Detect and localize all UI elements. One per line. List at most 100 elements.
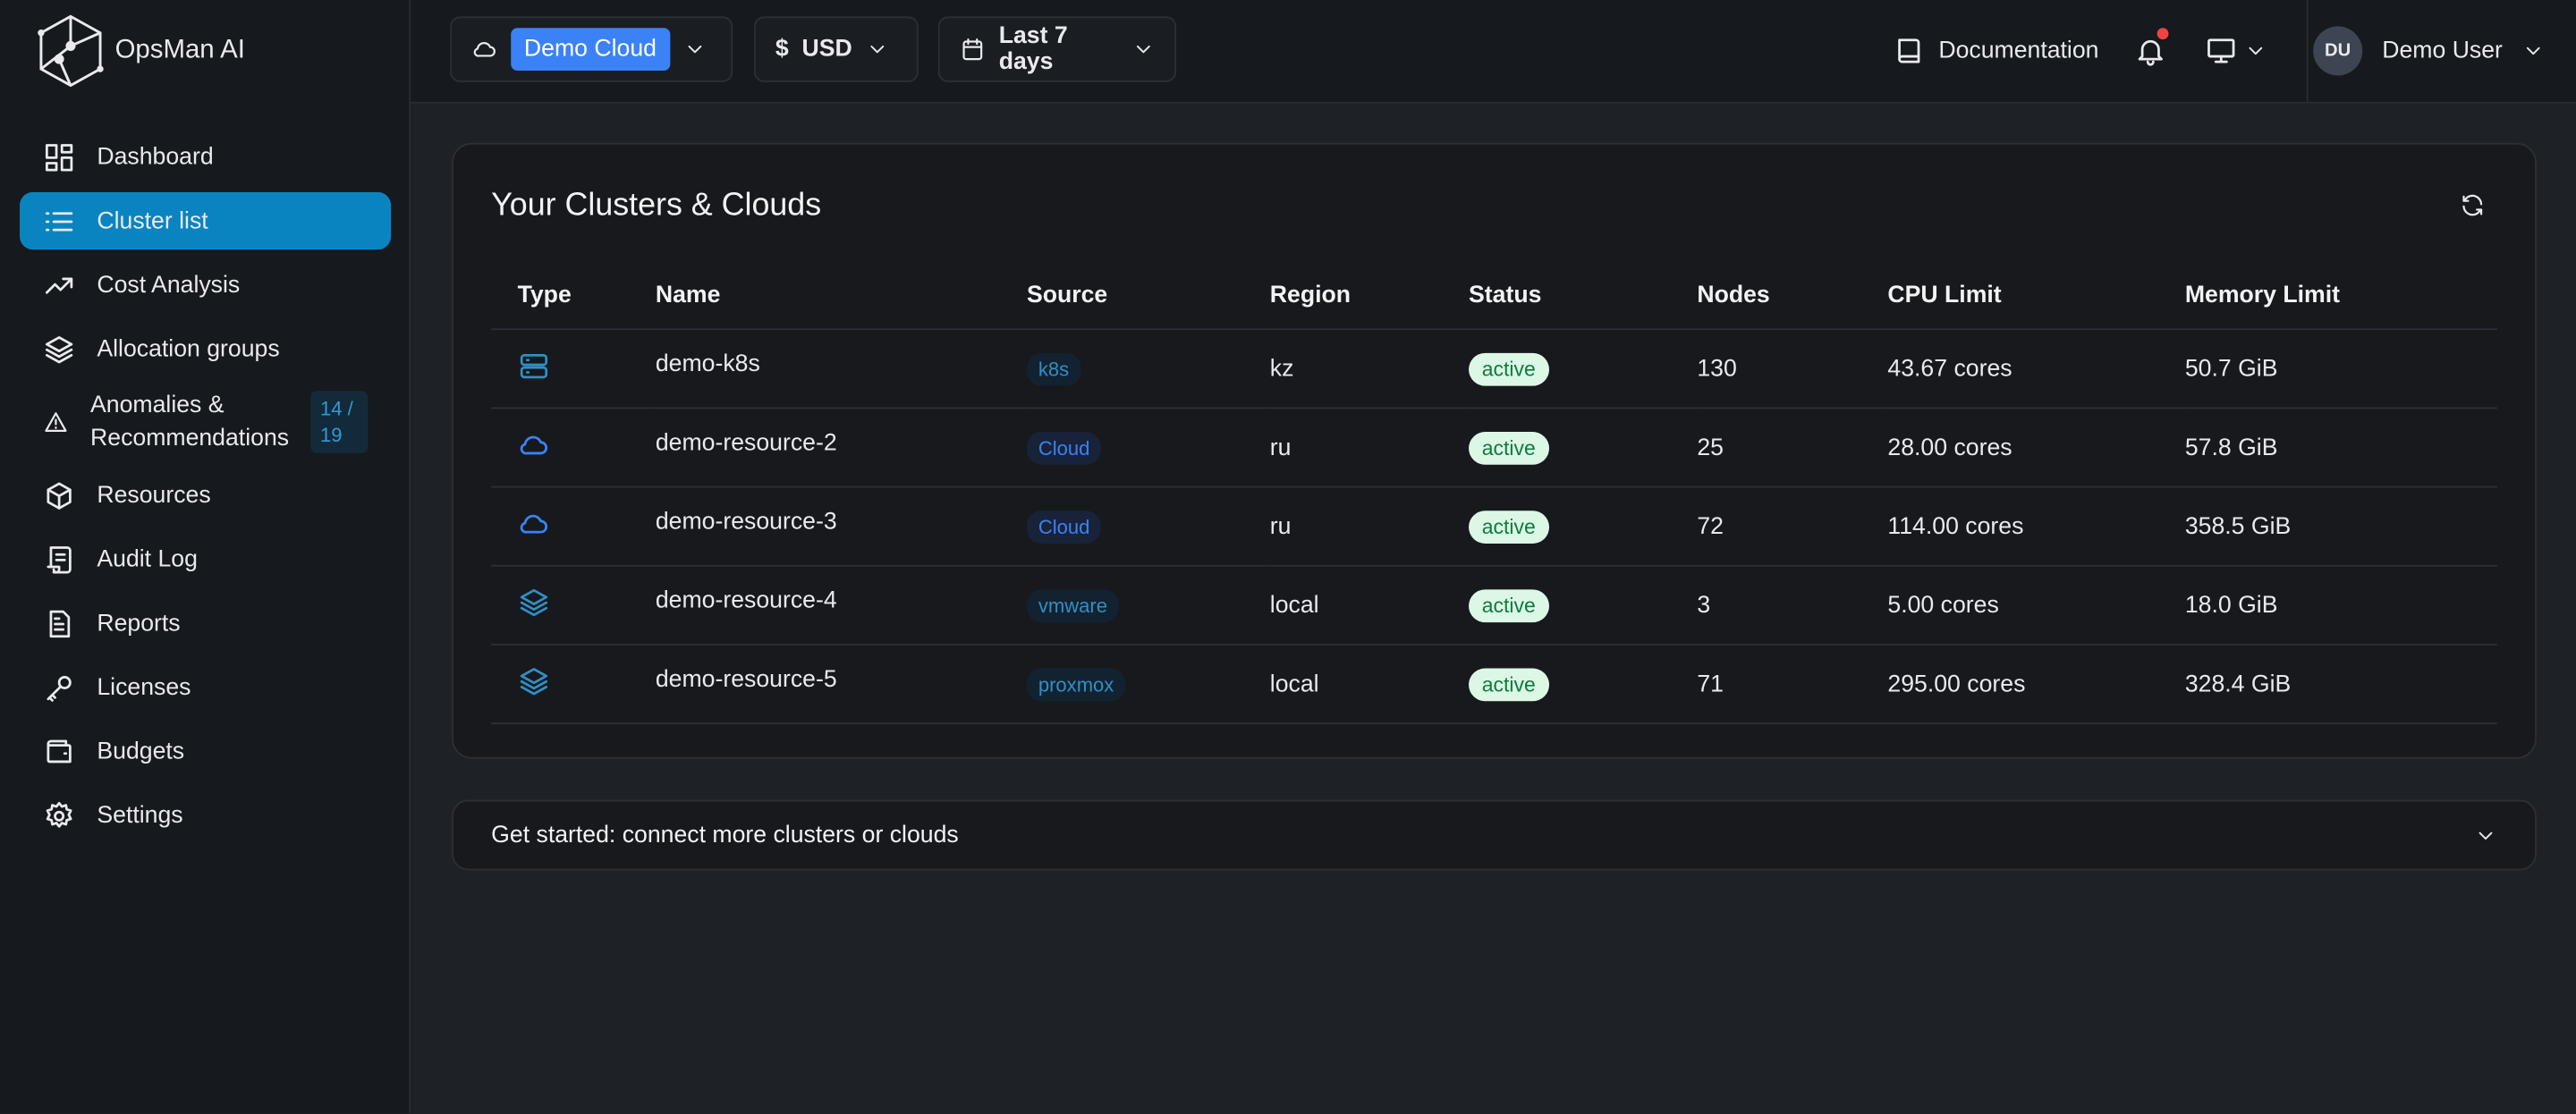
memory-cell: 57.8 GiB	[2184, 408, 2497, 488]
source-tag: vmware	[1026, 588, 1119, 622]
status-tag: active	[1469, 667, 1549, 701]
icon-part	[2214, 55, 2228, 63]
avatar: DU	[2313, 26, 2363, 76]
currency-symbol: $	[775, 36, 789, 63]
period-select[interactable]: Last 7 days	[937, 16, 1177, 82]
region-cell: ru	[1269, 408, 1470, 488]
type-cell	[491, 644, 656, 724]
nav-item[interactable]: Dashboard	[20, 128, 391, 185]
cpu-limit: 295.00 cores	[1887, 671, 2026, 697]
nav-item[interactable]: Cluster list	[20, 191, 392, 250]
chevron	[2522, 39, 2546, 63]
icon-part	[45, 143, 73, 171]
icon-part	[2249, 46, 2263, 55]
icon-part	[2462, 194, 2483, 216]
cpu-cell: 295.00 cores	[1887, 644, 2185, 724]
nav-label: Dashboard	[97, 143, 214, 171]
nodes-cell: 71	[1697, 644, 1888, 724]
nav-item[interactable]: Anomalies & Recommendations 14 / 19	[20, 386, 391, 459]
icon-part	[60, 143, 73, 153]
get-started[interactable]: Get started: connect more clusters or cl…	[452, 799, 2537, 871]
cluster-name: demo-resource-4	[655, 587, 837, 614]
card-title: Your Clusters & Clouds	[491, 187, 822, 224]
cluster-row[interactable]: demo-resource-3 Cloud ru active 72 114.00 cor…	[491, 486, 2497, 567]
nodes: 130	[1697, 355, 1737, 383]
icon-part	[962, 38, 983, 61]
nav-item[interactable]: Settings	[20, 787, 391, 844]
region: local	[1269, 592, 1319, 619]
currency-select[interactable]: $ USD	[754, 16, 919, 82]
status-tag: active	[1469, 588, 1549, 622]
source-tag: proxmox	[1026, 667, 1126, 701]
nav-icon	[43, 671, 76, 704]
cluster-name: demo-k8s	[655, 350, 760, 377]
icon-part	[520, 588, 548, 605]
chevron	[2244, 39, 2267, 63]
brand[interactable]: OpsMan AI	[36, 13, 245, 89]
icon-part	[2249, 46, 2263, 55]
type-icon	[518, 507, 551, 540]
refresh-button[interactable]	[2460, 192, 2486, 218]
cluster-row[interactable]: demo-resource-2 Cloud ru active 25 28.00 core…	[491, 408, 2497, 488]
status-cell: active	[1469, 408, 1698, 488]
nav-item[interactable]: Licenses	[20, 659, 391, 716]
nav: Dashboard Cluster list Cost Analysis Alloca…	[20, 128, 392, 850]
icon-part	[2479, 831, 2493, 840]
cluster-row[interactable]: demo-resource-4 vmware local active 3 5.00 co…	[491, 565, 2497, 646]
type-icon	[518, 349, 551, 382]
cluster-row[interactable]: demo-resource-5 proxmox local active 71 295.0…	[491, 644, 2497, 724]
icon-part	[49, 609, 71, 637]
get-started-text: Get started: connect more clusters or cl…	[491, 822, 959, 848]
nav-item[interactable]: Budgets	[20, 722, 391, 780]
display-select[interactable]	[2205, 0, 2267, 102]
nodes-cell: 130	[1697, 329, 1888, 409]
user-menu[interactable]: DU Demo User	[2313, 0, 2546, 102]
icon-part	[520, 513, 548, 533]
nav-item[interactable]: Reports	[20, 595, 391, 652]
icon-part	[45, 412, 67, 432]
icon-part	[47, 545, 72, 573]
icon-part	[520, 667, 548, 695]
nav-item[interactable]: Cost Analysis	[20, 257, 391, 314]
icon-part	[57, 675, 72, 689]
book-icon	[1893, 35, 1926, 68]
cpu-cell: 114.00 cores	[1887, 486, 2185, 567]
nav-icon	[43, 543, 76, 576]
cluster-name: demo-resource-5	[655, 665, 837, 693]
nav-item[interactable]: Resources	[20, 467, 391, 524]
icon-part	[869, 45, 884, 54]
documentation-link[interactable]: Documentation	[1893, 0, 2099, 102]
region: ru	[1269, 512, 1292, 540]
nodes-cell: 3	[1697, 565, 1888, 646]
nav-icon	[43, 140, 76, 173]
sidebar: OpsMan AI Dashboard Cluster list Cost Anal…	[0, 0, 411, 1114]
cluster-row[interactable]: demo-k8s k8s kz active 130 43.67 cores 50.7 Gi…	[491, 329, 2497, 409]
documentation: Documentation	[1938, 38, 2099, 64]
region-cell: local	[1269, 565, 1470, 646]
nav-item[interactable]: Allocation groups	[20, 320, 391, 377]
cpu-cell: 5.00 cores	[1887, 565, 2185, 646]
cloud-select[interactable]: Demo Cloud	[450, 16, 733, 82]
icon-part	[962, 38, 983, 48]
nav-label: Audit Log	[97, 545, 198, 573]
icon-part	[1898, 38, 1920, 63]
type-cell	[491, 329, 656, 409]
icon-part	[47, 552, 66, 573]
notifications[interactable]	[2134, 0, 2169, 102]
topbar: Demo Cloud $ USD Last 7 days Documentati…	[411, 0, 2576, 104]
icon-part	[1898, 38, 1920, 63]
column-header: Region	[1269, 262, 1470, 331]
source-cell: k8s	[1026, 329, 1270, 409]
status-cell: active	[1469, 565, 1698, 646]
nav-icon	[43, 478, 76, 511]
source-cell: Cloud	[1026, 408, 1270, 488]
source-cell: vmware	[1026, 565, 1270, 646]
column-header: CPU Limit	[1887, 262, 2185, 331]
type-cell	[491, 486, 656, 567]
column-header: Status	[1469, 262, 1698, 331]
nav-item[interactable]: Audit Log	[20, 530, 391, 587]
icon-part	[54, 809, 65, 821]
icon-part	[473, 42, 496, 57]
icon-part	[45, 161, 58, 171]
